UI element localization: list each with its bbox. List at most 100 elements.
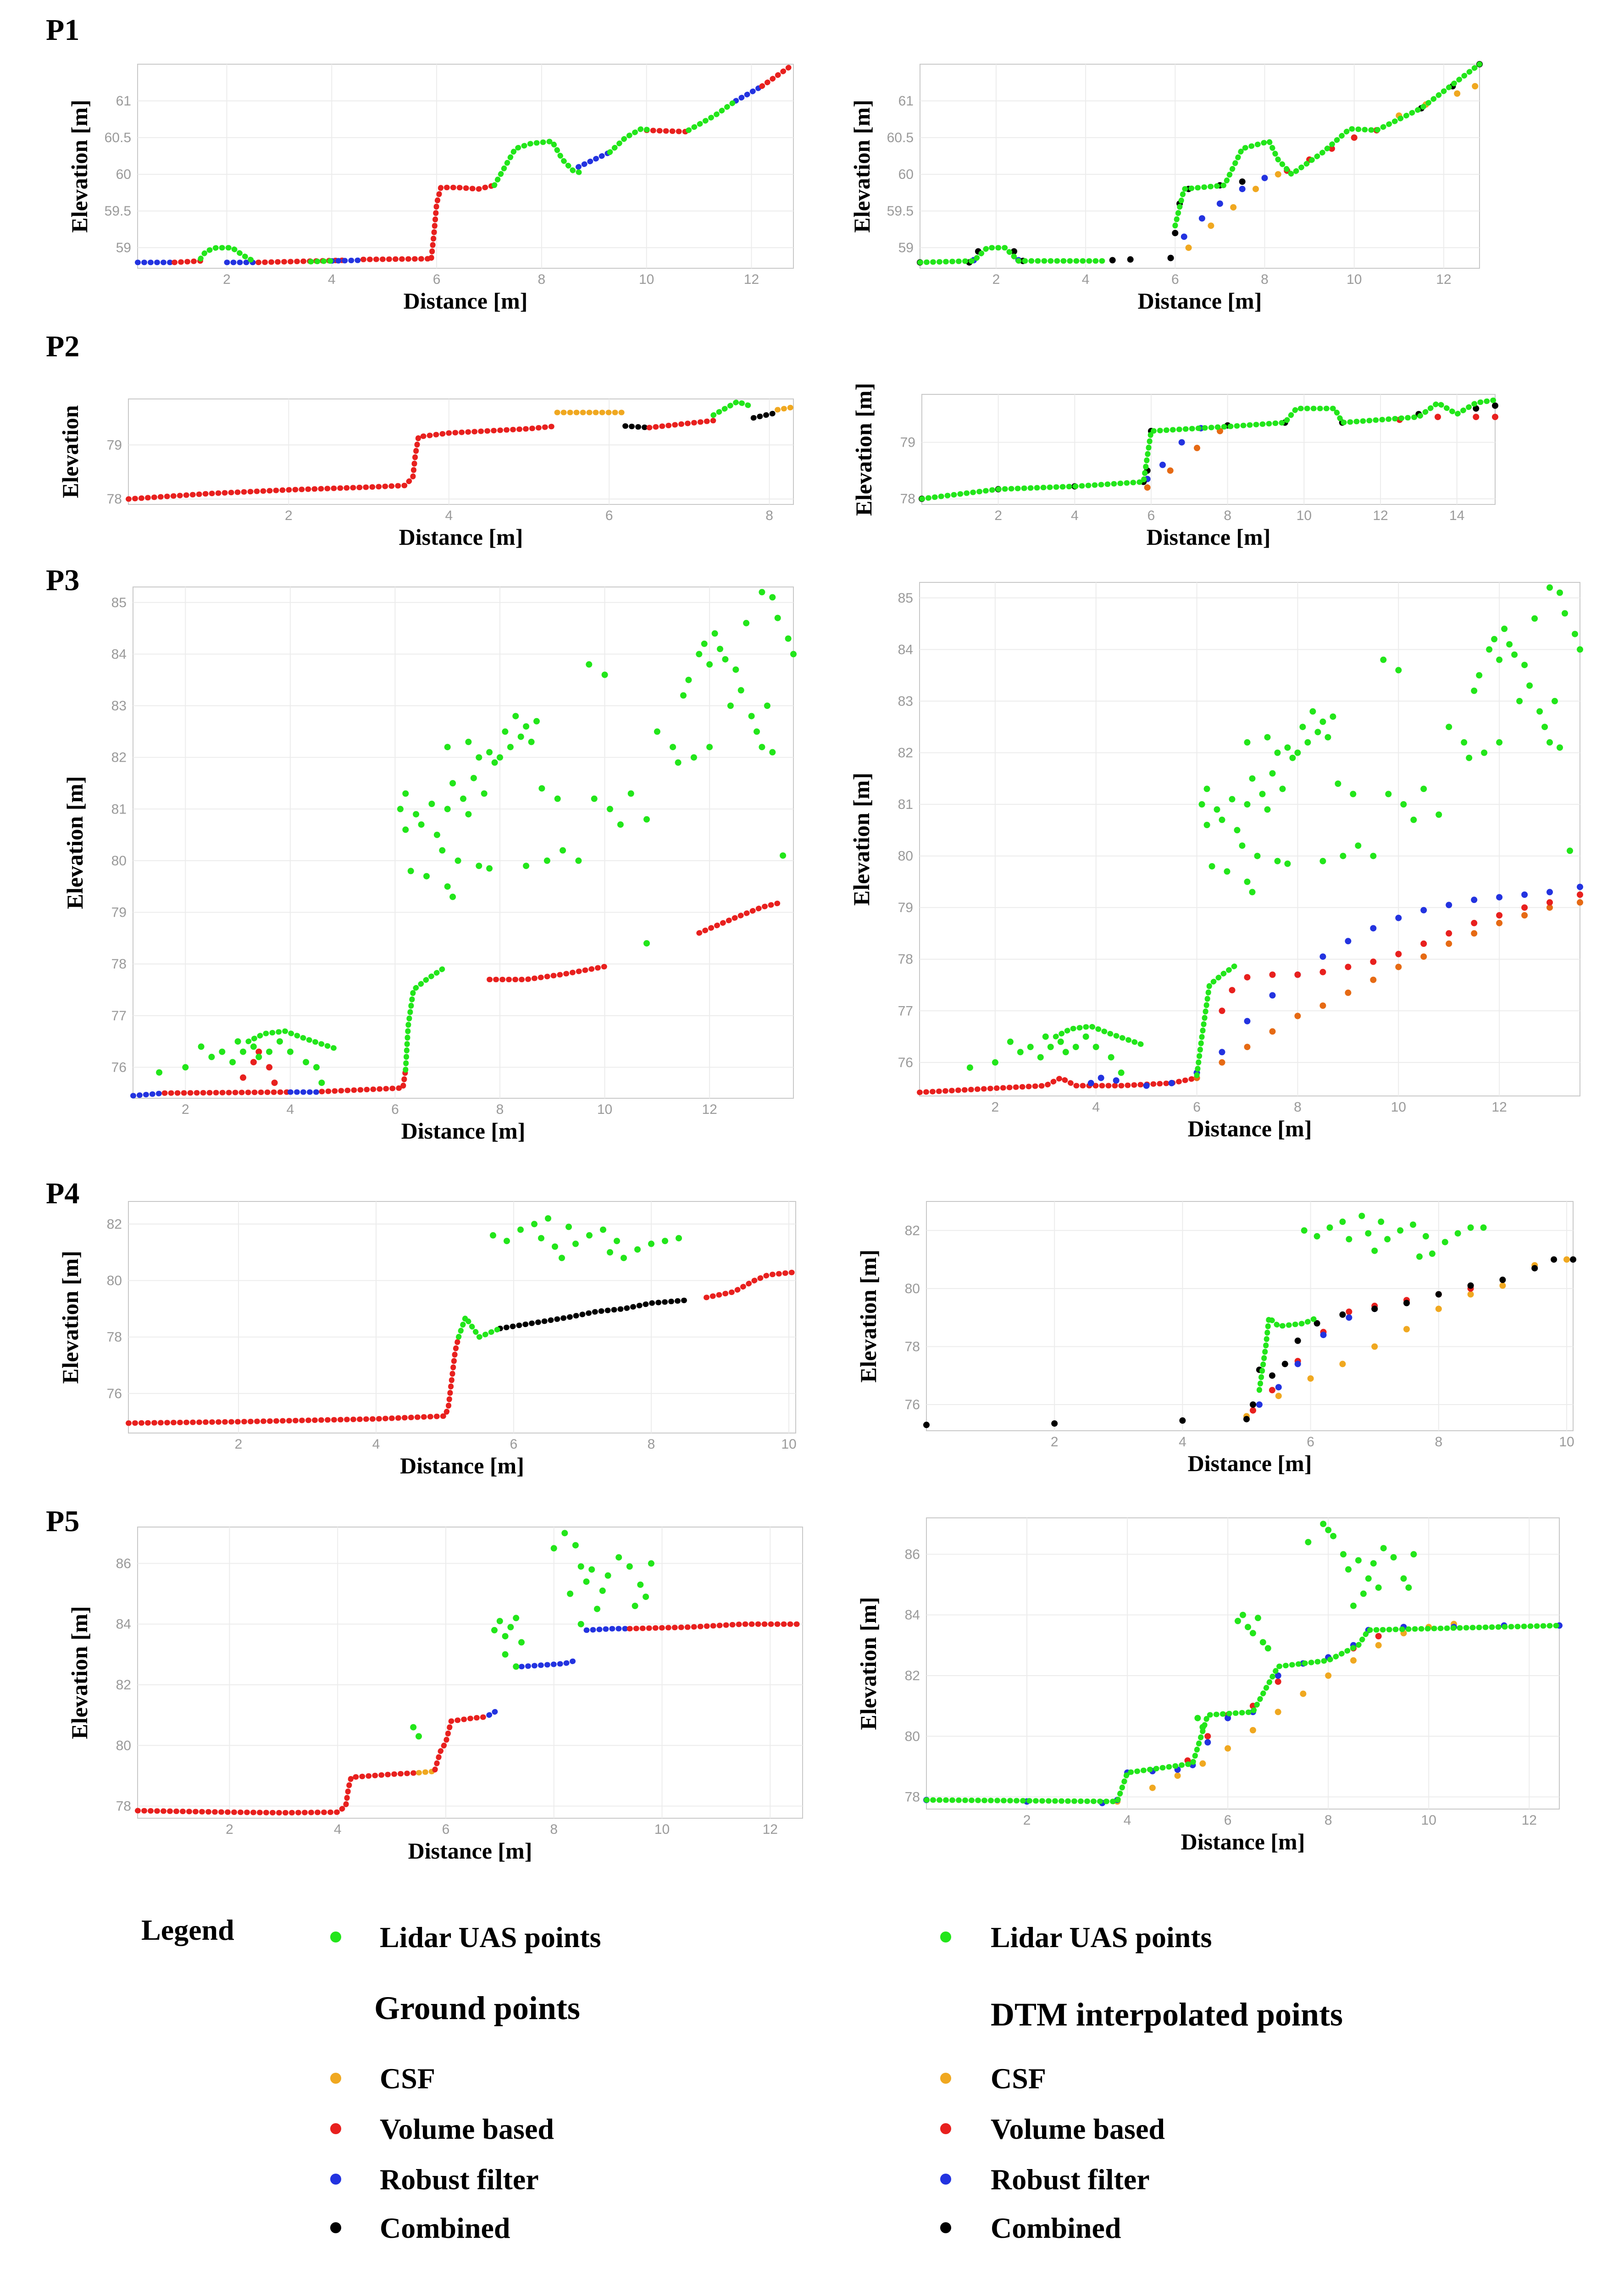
data-point — [1546, 904, 1553, 911]
data-point — [1473, 414, 1480, 421]
data-point — [737, 687, 744, 694]
x-tick-label: 4 — [445, 508, 453, 523]
legend-right-lidar-marker — [940, 1931, 951, 1942]
series-ground-segments — [126, 1269, 798, 1426]
x-tick-label: 8 — [1261, 272, 1269, 287]
x-tick-label: 4 — [1082, 272, 1090, 287]
data-point — [1405, 1584, 1412, 1591]
data-point — [454, 857, 461, 864]
x-tick-label: 2 — [235, 1437, 243, 1452]
data-point — [1410, 1221, 1416, 1228]
series-segment — [643, 127, 692, 135]
data-point — [1274, 749, 1281, 756]
data-point — [567, 1590, 574, 1597]
data-point — [732, 666, 739, 673]
x-tick-label: 10 — [597, 1102, 612, 1117]
data-point — [634, 1246, 641, 1253]
data-point — [1375, 1584, 1382, 1591]
series-lidar-uas-points — [245, 966, 445, 1073]
data-point — [234, 1038, 241, 1045]
x-axis-label: Distance [m] — [400, 1453, 524, 1478]
data-point — [1194, 1715, 1201, 1721]
data-point — [491, 759, 498, 766]
data-point — [1371, 1247, 1378, 1254]
data-point — [1481, 749, 1488, 756]
series-segment — [607, 126, 655, 155]
data-point — [182, 1064, 189, 1071]
data-point — [502, 1651, 509, 1658]
data-point — [1172, 230, 1179, 237]
data-point — [1294, 971, 1301, 978]
chart-p5-dtm: 2 4 6 8 10 12 78 80 82 84 86 Distance [m] Elevation … — [855, 1517, 1563, 1854]
x-axis-label: Distance [m] — [399, 524, 523, 550]
series-lidar-uas-points — [919, 397, 1498, 502]
data-point — [565, 1223, 572, 1230]
series-segment — [704, 1269, 798, 1301]
data-point — [1521, 662, 1528, 669]
series-segment — [172, 258, 204, 266]
x-tick-label: 10 — [1391, 1100, 1406, 1115]
data-point — [1473, 405, 1480, 412]
data-point — [1037, 1054, 1044, 1061]
data-point — [1325, 1672, 1332, 1679]
data-point — [1446, 724, 1452, 731]
y-tick-label: 82 — [111, 750, 127, 765]
x-tick-label: 14 — [1449, 508, 1464, 523]
y-axis-label: Elevation [m] — [848, 773, 874, 906]
chart-p5-ground: 2 4 6 8 10 12 78 80 82 84 86 Distance [m] Elevation … — [67, 1527, 805, 1864]
legend-right-combined-marker — [940, 2222, 951, 2233]
data-point — [604, 1572, 611, 1579]
x-tick-label: 12 — [1436, 272, 1451, 287]
data-point — [250, 1059, 257, 1066]
y-tick-label: 80 — [898, 849, 913, 864]
y-tick-label: 86 — [905, 1547, 920, 1562]
data-point — [1259, 1639, 1266, 1646]
data-point — [444, 806, 451, 813]
data-point — [790, 651, 797, 658]
y-axis-label: Elevation — [57, 405, 83, 498]
data-point — [588, 1566, 595, 1573]
data-point — [1203, 822, 1210, 828]
data-point — [583, 1578, 590, 1585]
data-point — [240, 1074, 246, 1081]
plot-frame — [926, 1517, 1560, 1810]
data-point — [1577, 899, 1583, 906]
data-point — [418, 821, 425, 828]
data-point — [1467, 1291, 1474, 1298]
data-point — [1435, 414, 1441, 421]
series-segment — [924, 1622, 1562, 1804]
data-point — [1225, 1715, 1231, 1721]
data-point — [1167, 255, 1174, 261]
data-point — [1446, 930, 1452, 937]
data-point — [1062, 1049, 1069, 1056]
series-segment — [622, 423, 652, 431]
y-tick-label: 80 — [111, 853, 127, 869]
y-tick-label: 83 — [898, 694, 913, 709]
data-point — [1395, 914, 1402, 921]
data-point — [1198, 215, 1205, 222]
data-point — [1546, 899, 1553, 906]
data-point — [577, 1621, 584, 1627]
data-point — [1219, 1059, 1225, 1066]
data-point — [754, 728, 760, 735]
data-point — [1355, 842, 1362, 849]
data-point — [1072, 1044, 1079, 1051]
legend-right-csf-label: CSF — [991, 2062, 1046, 2095]
chart-p2-dtm: 2 4 6 8 10 12 14 78 79 Distance [m] Elevation [m] — [851, 383, 1498, 550]
legend-left-lidar-label: Lidar UAS points — [380, 1921, 601, 1954]
data-point — [1378, 1218, 1385, 1225]
series-segment — [759, 61, 796, 89]
data-point — [538, 1235, 544, 1242]
x-tick-label: 8 — [496, 1102, 504, 1117]
plot-frame — [919, 582, 1580, 1096]
x-tick-label: 12 — [702, 1102, 717, 1117]
data-point — [1371, 1343, 1378, 1350]
legend-left-robust-label: Robust filter — [380, 2163, 539, 2196]
y-axis-label: Elevation [m] — [57, 1251, 83, 1384]
legend-left-combined-marker — [330, 2222, 341, 2233]
data-point — [1230, 204, 1237, 211]
series-segment — [626, 1621, 805, 1632]
legend-right-robust-label: Robust filter — [991, 2163, 1150, 2196]
y-tick-label: 85 — [111, 595, 127, 610]
data-point — [1269, 1372, 1275, 1379]
